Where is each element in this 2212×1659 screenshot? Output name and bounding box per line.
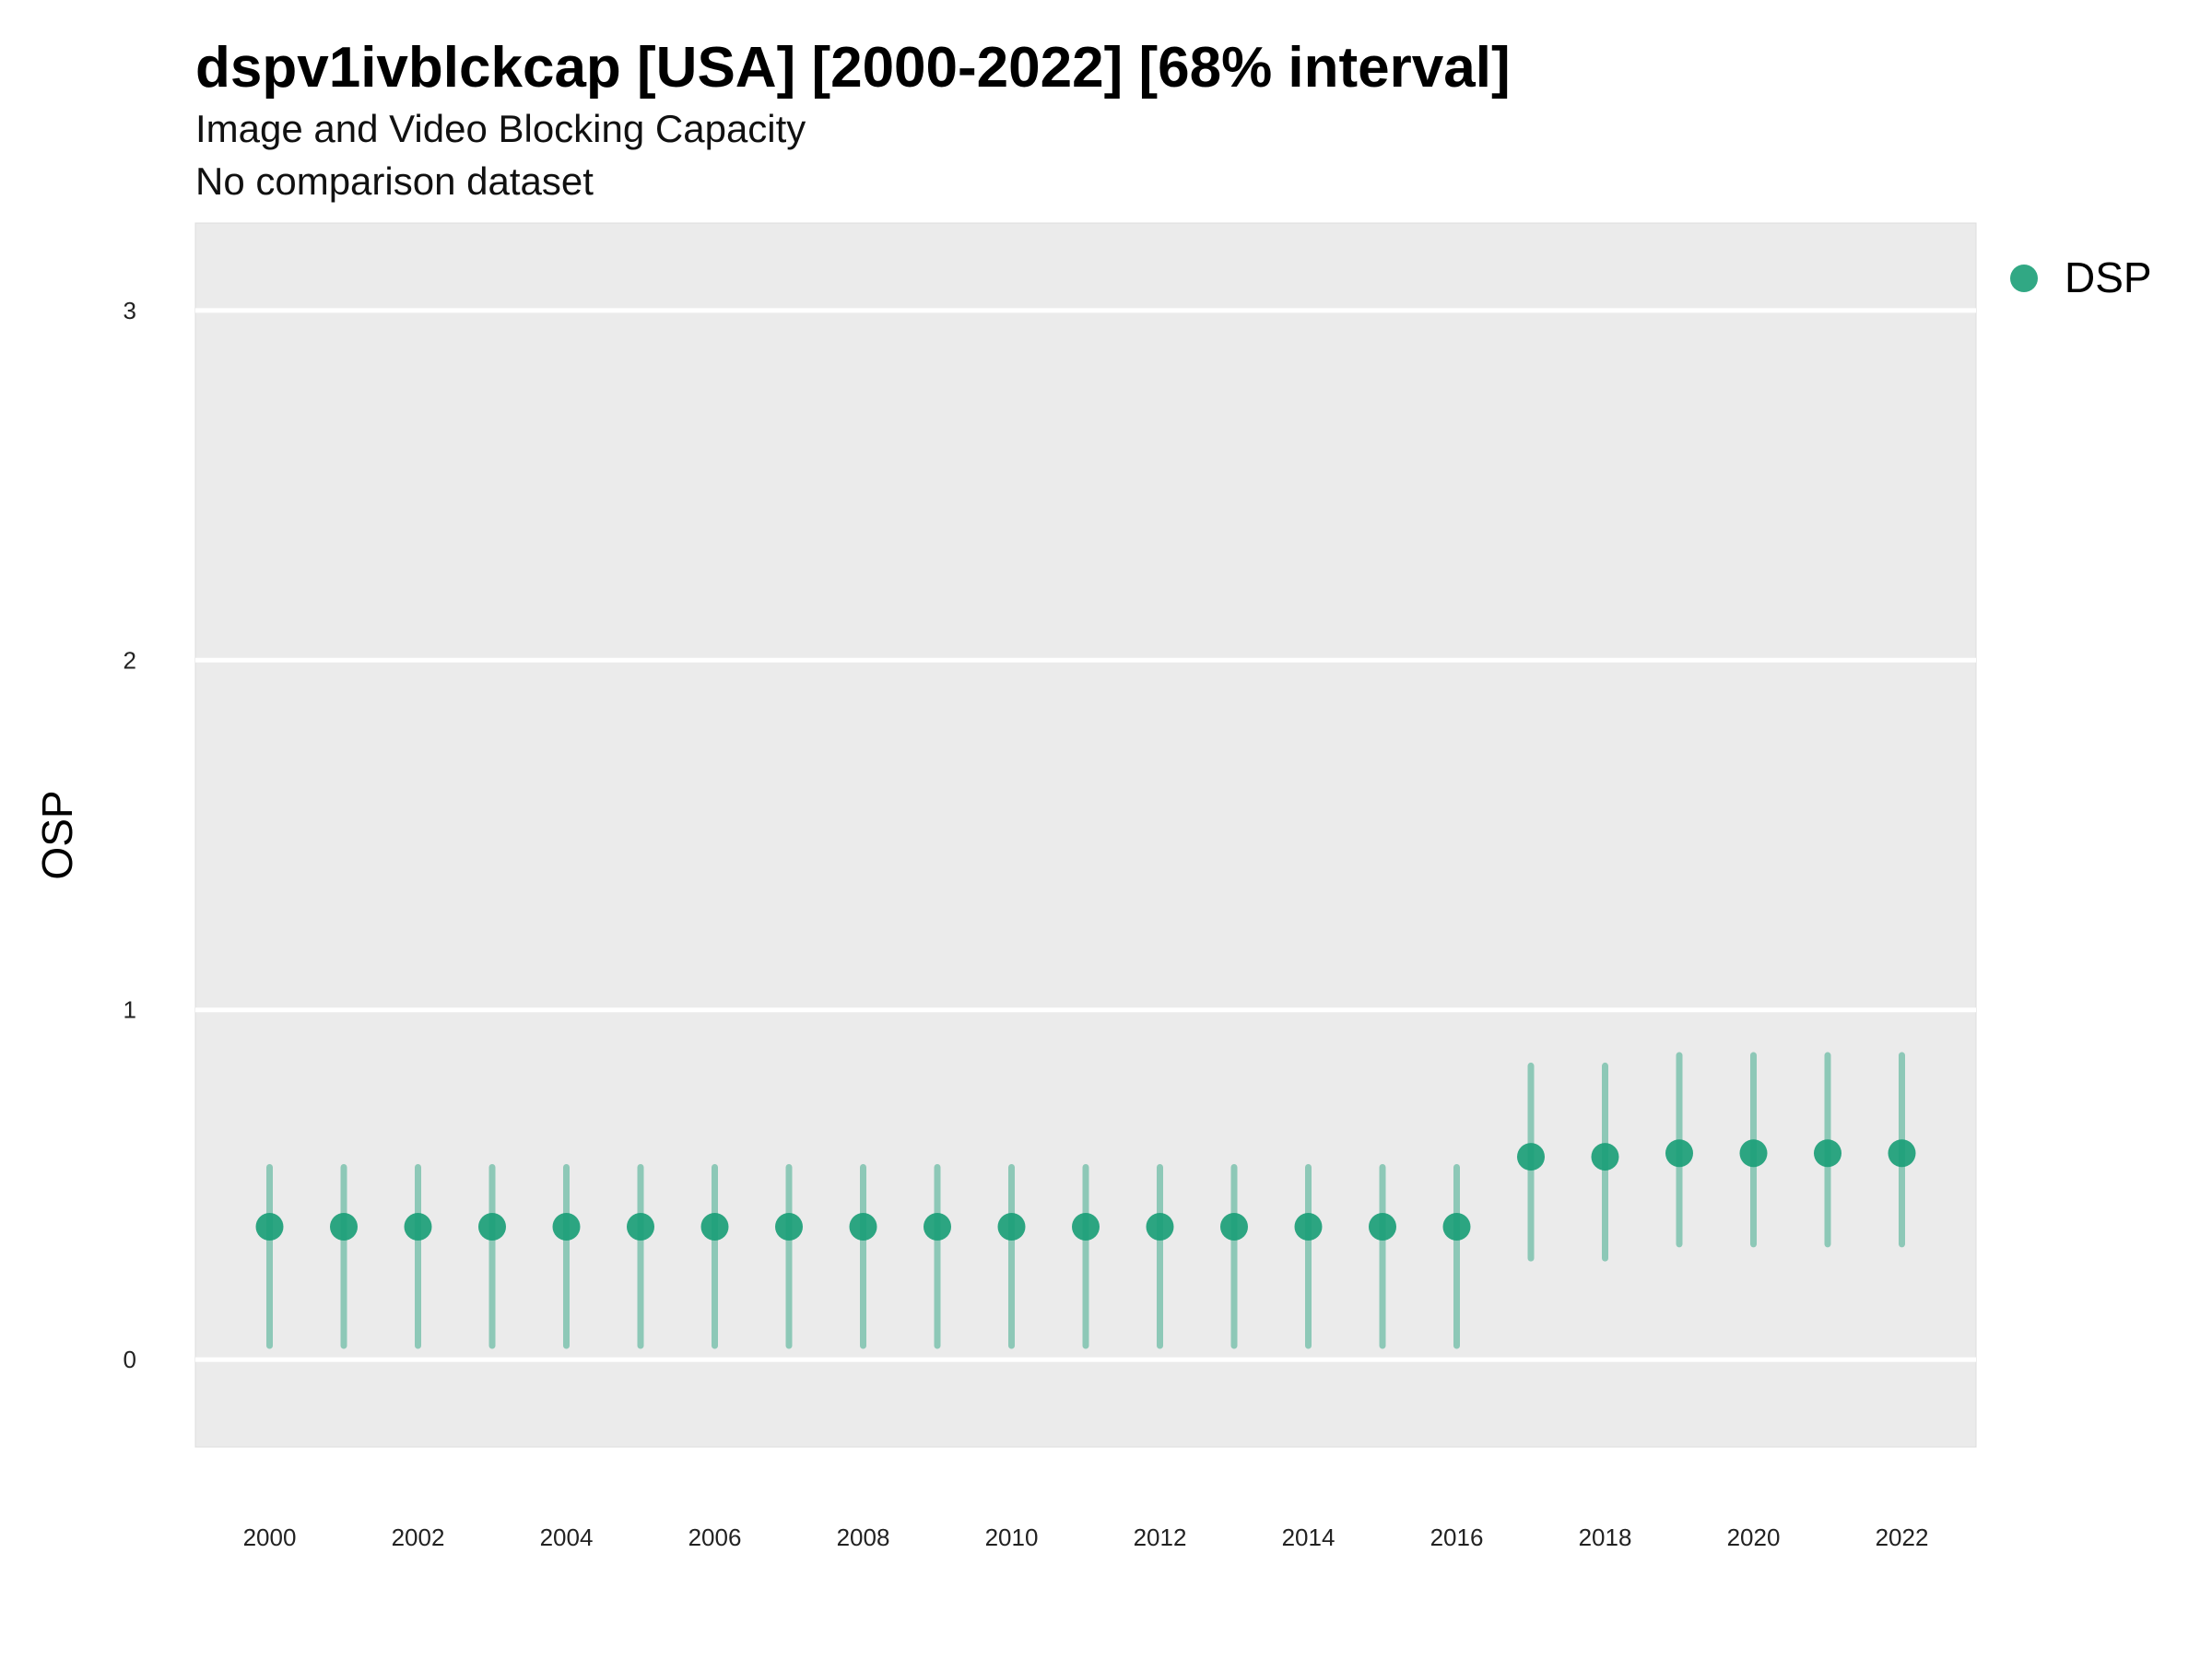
x-tick-label-2004: 2004 xyxy=(540,1524,594,1551)
x-tick-label-2012: 2012 xyxy=(1134,1524,1187,1551)
data-point-2010 xyxy=(997,1212,1026,1241)
x-tick-label-2018: 2018 xyxy=(1579,1524,1632,1551)
data-point-2019 xyxy=(1665,1139,1693,1168)
data-point-2009 xyxy=(924,1212,951,1241)
x-tick-label-2002: 2002 xyxy=(392,1524,445,1551)
data-point-2018 xyxy=(1591,1143,1619,1171)
gridlines xyxy=(195,308,1976,1362)
x-tick-label-2014: 2014 xyxy=(1282,1524,1335,1551)
data-point-2002 xyxy=(404,1212,432,1241)
chart-subtitle: Image and Video Blocking Capacity xyxy=(195,107,806,150)
y-tick-labels: 0 1 2 3 xyxy=(124,297,136,1373)
x-tick-labels: 2000 2002 2004 2006 2008 2010 2012 2014 2016 2018… xyxy=(243,1524,1929,1551)
data-point-2006 xyxy=(700,1212,729,1241)
x-tick-label-2022: 2022 xyxy=(1876,1524,1929,1551)
y-tick-label-0: 0 xyxy=(124,1346,136,1373)
data-point-2020 xyxy=(1739,1139,1768,1168)
data-point-2022 xyxy=(1888,1139,1916,1168)
data-point-2014 xyxy=(1294,1212,1323,1241)
data-point-2015 xyxy=(1369,1212,1396,1241)
data-point-2003 xyxy=(478,1212,506,1241)
data-points xyxy=(255,1139,1916,1241)
data-point-2000 xyxy=(255,1212,284,1241)
data-point-2016 xyxy=(1442,1212,1471,1241)
x-tick-label-2020: 2020 xyxy=(1727,1524,1781,1551)
y-axis-label: OSP xyxy=(33,790,81,879)
x-tick-label-2006: 2006 xyxy=(688,1524,742,1551)
x-tick-label-2016: 2016 xyxy=(1430,1524,1484,1551)
chart-title: dspv1ivblckcap [USA] [2000-2022] [68% in… xyxy=(195,36,1511,100)
chart-caption: No comparison dataset xyxy=(195,159,594,203)
data-point-2013 xyxy=(1220,1212,1248,1241)
y-tick-label-1: 1 xyxy=(124,996,136,1024)
y-tick-label-3: 3 xyxy=(124,297,136,324)
data-point-2008 xyxy=(849,1212,877,1241)
x-tick-label-2000: 2000 xyxy=(243,1524,297,1551)
legend: DSP xyxy=(2010,253,2152,301)
x-tick-label-2010: 2010 xyxy=(985,1524,1039,1551)
y-tick-label-2: 2 xyxy=(124,646,136,674)
data-point-2007 xyxy=(775,1212,803,1241)
x-tick-label-2008: 2008 xyxy=(837,1524,890,1551)
data-point-2012 xyxy=(1146,1212,1174,1241)
data-point-2005 xyxy=(627,1212,654,1241)
legend-label-dsp: DSP xyxy=(2065,253,2152,301)
legend-key-dsp xyxy=(2010,265,2038,292)
data-point-2004 xyxy=(552,1212,581,1241)
plot-panel xyxy=(194,222,1977,1448)
data-point-2001 xyxy=(330,1212,358,1241)
data-point-2017 xyxy=(1517,1143,1545,1171)
data-point-2011 xyxy=(1072,1212,1100,1241)
data-point-2021 xyxy=(1814,1139,1841,1168)
